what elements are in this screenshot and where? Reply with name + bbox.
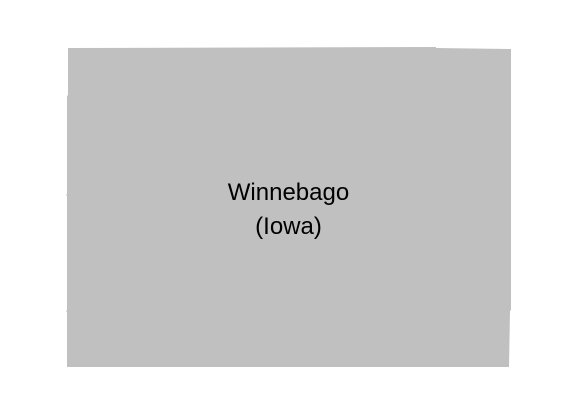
county-name: Winnebago (227, 179, 350, 206)
county-label: Winnebago (Iowa) (0, 176, 577, 244)
state-name: (Iowa) (255, 213, 322, 240)
county-polygon (66, 47, 511, 367)
